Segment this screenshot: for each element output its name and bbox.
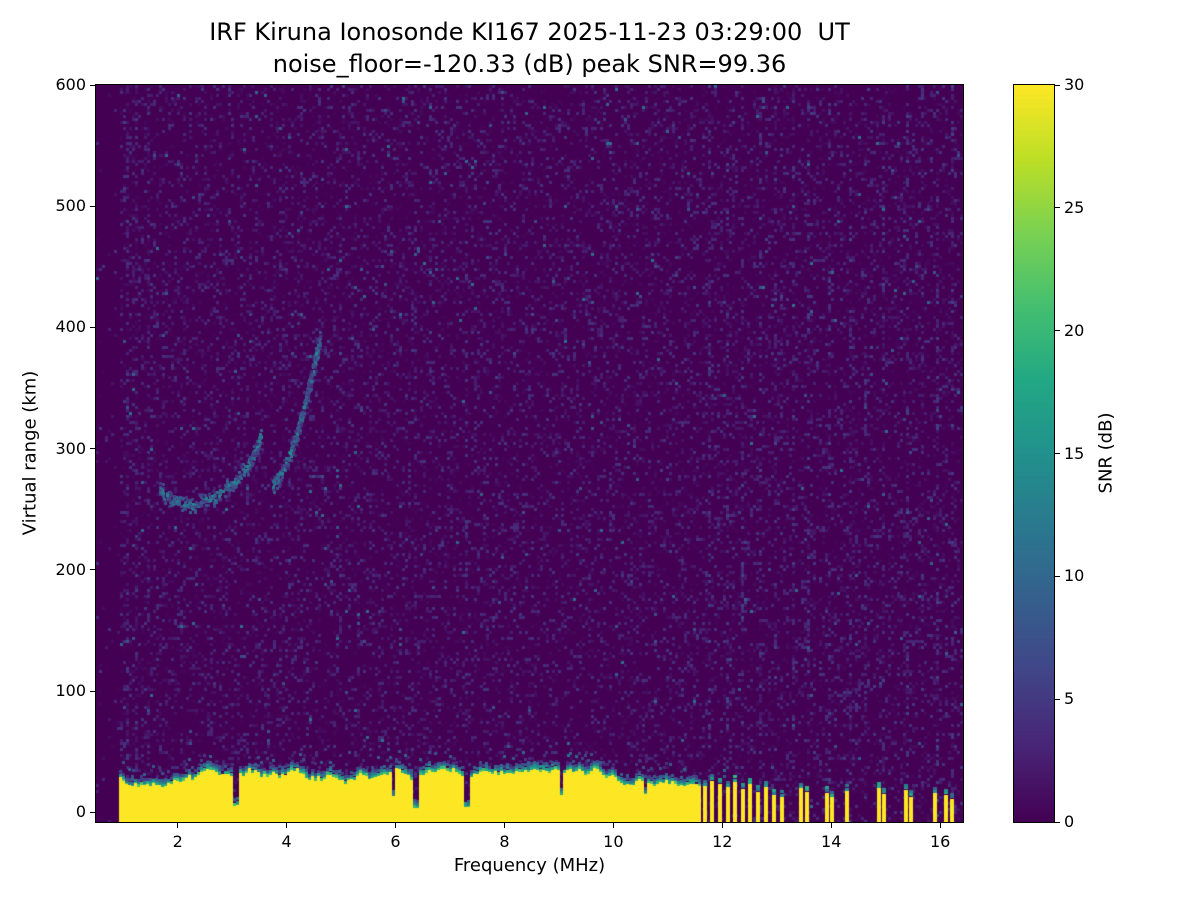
chart-title: IRF Kiruna Ionosonde KI167 2025-11-23 03…	[209, 18, 850, 46]
x-tick-mark	[395, 823, 397, 828]
colorbar-tick-label: 15	[1064, 443, 1085, 463]
x-axis-label: Frequency (MHz)	[453, 855, 606, 876]
y-tick-mark	[90, 84, 95, 86]
colorbar-tick-mark	[1055, 207, 1060, 209]
x-tick-label: 10	[603, 832, 624, 851]
colorbar-tick-label: 30	[1064, 75, 1085, 94]
x-tick-mark	[721, 823, 723, 828]
colorbar-tick-mark	[1055, 698, 1060, 700]
x-tick-mark	[939, 823, 941, 828]
y-tick-mark	[90, 205, 95, 207]
x-tick-mark	[503, 823, 505, 828]
y-tick-mark	[90, 448, 95, 450]
colorbar-tick-label: 0	[1064, 812, 1075, 831]
x-tick-label: 8	[499, 832, 510, 851]
y-tick-label: 0	[75, 802, 86, 822]
y-tick-mark	[90, 569, 95, 571]
y-tick-label: 100	[55, 681, 86, 701]
y-tick-label: 200	[55, 559, 86, 579]
colorbar-tick-mark	[1055, 84, 1060, 86]
colorbar	[1014, 85, 1054, 822]
ionogram-heatmap	[96, 85, 963, 822]
colorbar-tick-mark	[1055, 821, 1060, 823]
chart-subtitle: noise_floor=-120.33 (dB) peak SNR=99.36	[272, 50, 787, 78]
colorbar-tick-label: 20	[1064, 320, 1085, 340]
y-tick-mark	[90, 326, 95, 328]
colorbar-tick-mark	[1055, 453, 1060, 454]
y-tick-label: 600	[55, 75, 86, 94]
x-tick-label: 2	[172, 832, 183, 851]
y-tick-label: 500	[55, 196, 86, 216]
y-tick-label: 400	[55, 317, 86, 337]
x-tick-label: 6	[390, 832, 401, 851]
x-tick-mark	[830, 823, 832, 828]
y-tick-mark	[90, 811, 95, 813]
y-tick-label: 300	[55, 438, 86, 458]
colorbar-tick-mark	[1055, 575, 1060, 577]
x-tick-label: 16	[929, 832, 951, 851]
y-tick-mark	[90, 690, 95, 692]
colorbar-tick-label: 10	[1064, 566, 1085, 586]
x-tick-mark	[286, 823, 288, 828]
x-tick-mark	[177, 823, 179, 828]
x-tick-label: 12	[712, 832, 733, 851]
colorbar-tick-label: 25	[1064, 197, 1085, 217]
colorbar-tick-mark	[1055, 330, 1060, 332]
x-tick-label: 14	[821, 832, 842, 851]
x-tick-mark	[612, 823, 614, 828]
x-tick-label: 4	[281, 832, 292, 851]
colorbar-tick-label: 5	[1064, 689, 1075, 709]
